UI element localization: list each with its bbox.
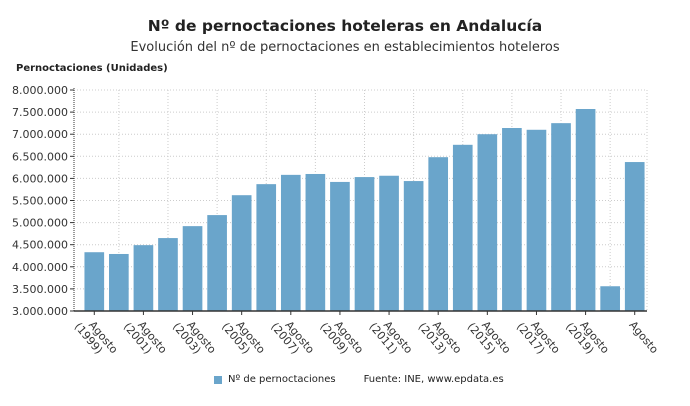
x-tick-label: Agosto(2011) <box>366 312 415 364</box>
bar <box>551 123 571 312</box>
bar <box>354 177 375 311</box>
y-tick-label: 8.000.000 <box>12 84 68 97</box>
source-note: Fuente: INE, www.epdata.es <box>363 374 504 385</box>
bar <box>502 128 522 311</box>
bar <box>379 175 399 311</box>
bar <box>403 181 424 311</box>
x-tick-label: Agosto(2013) <box>416 312 465 364</box>
bar <box>133 245 154 311</box>
legend-swatch <box>214 375 222 384</box>
x-tick-label: Agosto(2019) <box>563 312 612 364</box>
y-tick-label: 7.000.000 <box>12 128 68 141</box>
bar <box>256 184 277 311</box>
x-tick-label: Agosto(2017) <box>514 312 563 364</box>
x-tick-label: Agosto <box>626 319 661 357</box>
bar <box>452 144 473 311</box>
bar <box>231 195 252 311</box>
y-axis-label: Pernoctaciones (Unidades) <box>16 63 168 74</box>
legend: Nº de pernoctaciones Fuente: INE, www.ep… <box>214 374 504 385</box>
bar <box>600 286 620 311</box>
x-tick-label: Agosto(2015) <box>465 312 514 364</box>
y-tick-label: 4.500.000 <box>12 239 68 252</box>
bar <box>624 162 645 311</box>
y-tick-label: 3.000.000 <box>12 305 68 318</box>
bar <box>84 252 105 311</box>
bar <box>182 226 203 311</box>
y-tick-label: 5.500.000 <box>12 195 68 208</box>
bar <box>477 134 498 311</box>
bar <box>575 109 596 311</box>
bar <box>330 181 350 311</box>
x-tick-label: Agosto(2003) <box>170 312 219 364</box>
chart-title: Nº de pernoctaciones hoteleras en Andalu… <box>147 17 543 35</box>
x-tick-label: Agosto(2009) <box>317 312 366 364</box>
x-tick-label: Agosto(1999) <box>72 312 121 364</box>
x-tick-label: Agosto(2001) <box>121 312 170 364</box>
y-tick-label: 7.500.000 <box>12 106 68 119</box>
x-tick-label: Agosto(2005) <box>219 312 268 364</box>
bar <box>526 129 547 311</box>
y-tick-label: 6.500.000 <box>12 150 68 163</box>
bar <box>109 253 129 311</box>
bar <box>280 174 301 311</box>
bar <box>158 238 178 311</box>
y-tick-label: 5.000.000 <box>12 217 68 230</box>
bar <box>428 157 449 311</box>
x-tick-label: Agosto(2007) <box>268 312 317 364</box>
y-tick-label: 6.000.000 <box>12 172 68 185</box>
legend-label: Nº de pernoctaciones <box>228 374 336 385</box>
bar <box>305 173 326 311</box>
y-tick-label: 4.000.000 <box>12 261 68 274</box>
y-tick-label: 3.500.000 <box>12 283 68 296</box>
chart-subtitle: Evolución del nº de pernoctaciones en es… <box>130 40 560 55</box>
bar <box>207 215 227 311</box>
